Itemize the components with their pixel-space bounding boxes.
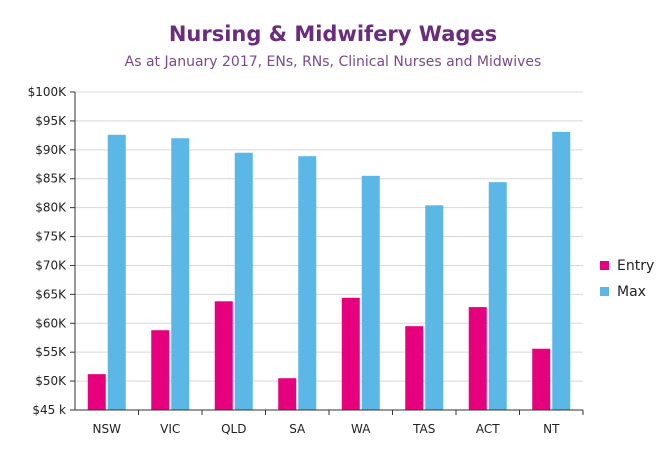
y-tick-label: $45 k xyxy=(32,403,66,417)
x-tick-label: NT xyxy=(543,422,560,436)
x-tick-label: VIC xyxy=(160,422,180,436)
x-tick-label: ACT xyxy=(476,422,500,436)
y-tick-label: $50K xyxy=(35,374,67,388)
y-tick-label: $75K xyxy=(35,230,67,244)
x-tick-label: WA xyxy=(351,422,371,436)
legend-label-entry: Entry xyxy=(617,258,654,274)
x-tick-label: QLD xyxy=(221,422,246,436)
bar-max-nsw xyxy=(107,134,126,410)
x-tick-label: NSW xyxy=(93,422,122,436)
bar-max-sa xyxy=(298,156,317,410)
bar-entry-nt xyxy=(532,348,551,410)
bar-entry-qld xyxy=(214,301,233,410)
bar-entry-vic xyxy=(151,330,170,410)
bar-entry-act xyxy=(468,307,487,410)
y-tick-label: $100K xyxy=(28,85,68,99)
y-tick-label: $55K xyxy=(35,345,67,359)
bar-entry-nsw xyxy=(87,374,106,410)
axes: $45 k $50K $55K $60K $65K $70K $75K $80K $85K $90… xyxy=(28,85,584,436)
bar-max-act xyxy=(488,182,507,410)
legend-label-max: Max xyxy=(617,284,646,300)
y-tick-label: $85K xyxy=(35,172,67,186)
y-tick-label: $70K xyxy=(35,258,67,272)
y-tick-label: $80K xyxy=(35,201,67,215)
bar-max-tas xyxy=(425,205,444,410)
gridlines xyxy=(75,91,583,382)
bar-entry-sa xyxy=(278,378,297,410)
x-tick-label: TAS xyxy=(412,422,435,436)
bars xyxy=(87,131,571,411)
legend: Entry Max xyxy=(600,258,654,300)
chart-subtitle: As at January 2017, ENs, RNs, Clinical N… xyxy=(124,54,542,70)
y-tick-label: $90K xyxy=(35,143,67,157)
chart-title: Nursing & Midwifery Wages xyxy=(168,22,498,46)
bar-max-vic xyxy=(171,138,190,410)
bar-max-wa xyxy=(361,175,380,410)
y-tick-label: $65K xyxy=(35,287,67,301)
bar-max-qld xyxy=(234,152,253,410)
bar-entry-wa xyxy=(341,297,360,410)
y-tick-label: $60K xyxy=(35,316,67,330)
bar-entry-tas xyxy=(405,326,424,410)
legend-swatch-max xyxy=(600,287,609,296)
y-tick-label: $95K xyxy=(35,114,67,128)
legend-swatch-entry xyxy=(600,261,609,270)
bar-max-nt xyxy=(552,131,571,411)
x-tick-label: SA xyxy=(289,422,306,436)
